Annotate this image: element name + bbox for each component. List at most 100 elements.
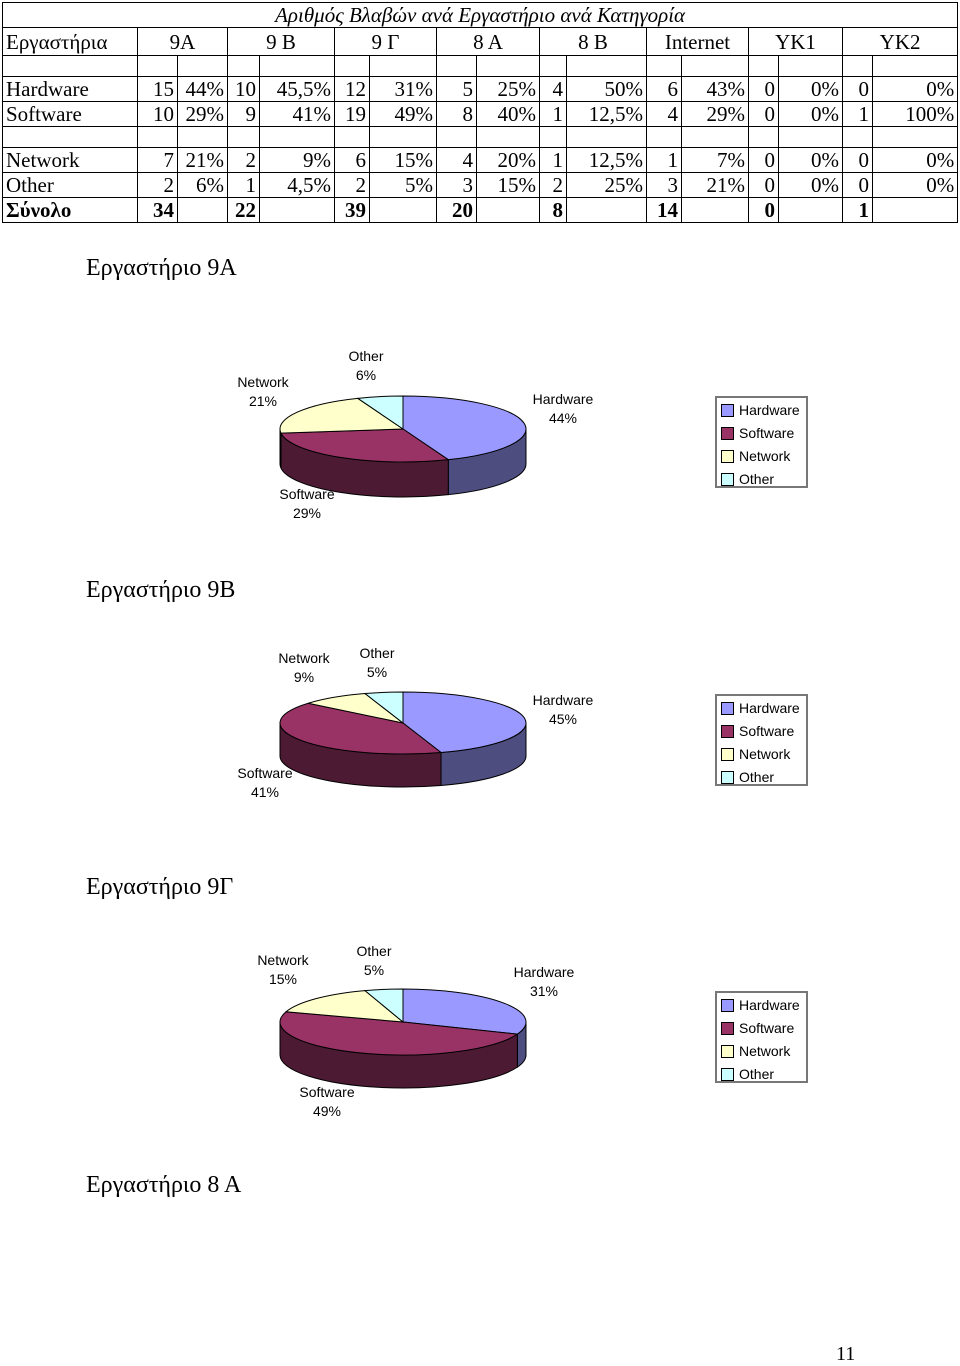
header-cell: 9 Γ xyxy=(334,27,437,56)
table-cell: 9 xyxy=(227,101,260,127)
pie-labels: Hardware 31% Software 49% Network 15% Other 5% xyxy=(257,943,574,1119)
table-cell: 25% xyxy=(566,172,647,198)
legend-swatch xyxy=(721,998,734,1012)
legend-swatch xyxy=(721,770,734,784)
pie-label-name: Software xyxy=(279,486,334,502)
total-cell: 0 xyxy=(748,197,779,223)
pie-label-value: 29% xyxy=(293,505,321,521)
table-cell: 0% xyxy=(778,101,843,127)
fault-table: Αριθμός Βλαβών ανά Εργαστήριο ανά Κατηγο… xyxy=(1,2,959,223)
legend-label: Network xyxy=(739,1043,791,1059)
table-cell: 0 xyxy=(842,76,873,102)
table-cell: 0% xyxy=(871,147,959,173)
table-cell: 1 xyxy=(646,147,682,173)
table-cell: 10 xyxy=(137,101,178,127)
table-cell: 7 xyxy=(137,147,178,173)
pie-slice-other xyxy=(363,988,404,1024)
total-cell: 1 xyxy=(842,197,873,223)
legend-swatch xyxy=(721,1021,734,1035)
pie-slice-software xyxy=(279,702,443,755)
table-cell: 21% xyxy=(681,172,749,198)
table-cell: 0 xyxy=(842,147,873,173)
pie-chart-9b: Hardware 45% Software 41% Network 9% Other 5% H… xyxy=(0,640,960,820)
table-cell: 0% xyxy=(871,76,959,102)
legend-item-hardware: Hardware xyxy=(721,699,800,717)
pie-slice-hardware xyxy=(402,395,527,461)
table-row: Software 10 29% 9 41% 19 49% 8 40% 1 12,… xyxy=(2,101,959,127)
table-spacer-row xyxy=(2,126,959,148)
table-cell: 2 xyxy=(539,172,567,198)
header-cell: ΥΚ2 xyxy=(841,27,959,56)
pie-label-name: Network xyxy=(237,374,289,390)
legend-swatch xyxy=(721,449,734,463)
table-cell: 45,5% xyxy=(259,76,335,102)
legend-item-network: Network xyxy=(721,745,790,763)
table-cell: 6 xyxy=(334,147,370,173)
legend-item-software: Software xyxy=(721,722,794,740)
table-cell: 15 xyxy=(137,76,178,102)
legend-label: Hardware xyxy=(739,700,800,716)
legend-label: Software xyxy=(739,723,795,739)
header-cell: 9Α xyxy=(137,27,228,56)
header-cell: 9 Β xyxy=(227,27,335,56)
row-label: Other xyxy=(2,172,138,198)
total-cell: 14 xyxy=(646,197,682,223)
row-label: Hardware xyxy=(2,76,138,102)
table-spacer-row xyxy=(2,55,959,77)
table-cell: 3 xyxy=(436,172,477,198)
section-heading-9a: Εργαστήριο 9Α xyxy=(86,255,237,281)
table-cell: 1 xyxy=(842,101,873,127)
legend-item-hardware: Hardware xyxy=(721,401,800,419)
header-cell: ΥΚ1 xyxy=(748,27,843,56)
pie-label-value: 6% xyxy=(356,367,376,383)
pie-chart-svg: Hardware 31% Software 49% Network 15% Other 5% xyxy=(257,943,574,1119)
pie-label-name: Network xyxy=(257,952,309,968)
chart-legend: Hardware Software Network Other xyxy=(715,396,808,488)
total-cell: 22 xyxy=(227,197,260,223)
table-cell: 0% xyxy=(778,172,843,198)
table-cell: 12 xyxy=(334,76,370,102)
pie-label-name: Other xyxy=(348,348,383,364)
pie-chart-svg: Hardware 45% Software 41% Network 9% Other 5% xyxy=(237,645,593,800)
table-cell: 31% xyxy=(369,76,437,102)
legend-swatch xyxy=(721,747,734,761)
table-cell: 20% xyxy=(476,147,540,173)
table-cell: 12,5% xyxy=(566,101,647,127)
table-cell: 25% xyxy=(476,76,540,102)
legend-label: Network xyxy=(739,746,791,762)
total-label: Σύνολο xyxy=(2,197,138,223)
pie-label-value: 15% xyxy=(269,971,297,987)
table-cell: 1 xyxy=(539,147,567,173)
legend-label: Other xyxy=(739,1066,775,1082)
legend-item-other: Other xyxy=(721,768,774,786)
pie-slices xyxy=(279,691,527,788)
table-cell: 0% xyxy=(778,147,843,173)
legend-label: Hardware xyxy=(739,997,800,1013)
legend-label: Other xyxy=(739,769,775,785)
table-cell: 41% xyxy=(259,101,335,127)
legend-item-network: Network xyxy=(721,1042,790,1060)
legend-label: Software xyxy=(739,1020,795,1036)
table-cell: 44% xyxy=(177,76,228,102)
table-cell: 1 xyxy=(227,172,260,198)
header-cell: Εργαστήρια xyxy=(2,27,138,56)
pie-label-name: Other xyxy=(359,645,394,661)
legend-swatch xyxy=(721,403,734,417)
pie-label-name: Hardware xyxy=(533,391,594,407)
page-number: 11 xyxy=(836,1343,856,1365)
legend-label: Network xyxy=(739,448,791,464)
table-header-row: Εργαστήρια 9Α 9 Β 9 Γ 8 Α 8 Β Internet Υ… xyxy=(2,27,959,56)
table-row: Other 2 6% 1 4,5% 2 5% 3 15% 2 25% 3 21%… xyxy=(2,172,959,198)
legend-swatch xyxy=(721,426,734,440)
table-cell: 5 xyxy=(436,76,477,102)
pie-label-value: 45% xyxy=(549,711,577,727)
pie-slice-hardware xyxy=(402,691,527,753)
pie-label-name: Software xyxy=(237,765,292,781)
total-cell: 39 xyxy=(334,197,370,223)
pie-labels: Hardware 45% Software 41% Network 9% Other 5% xyxy=(237,645,593,800)
legend-swatch xyxy=(721,1067,734,1081)
pie-labels: Hardware 44% Software 29% Network 21% Other 6% xyxy=(237,348,593,521)
legend-swatch xyxy=(721,724,734,738)
table-total-row: Σύνολο 34 22 39 20 8 14 0 1 xyxy=(2,197,959,223)
pie-slice-network xyxy=(279,397,405,434)
